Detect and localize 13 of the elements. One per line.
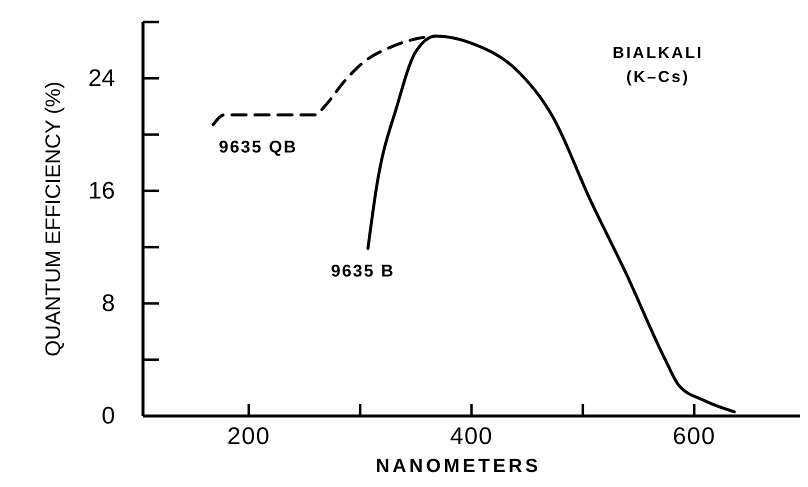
series-label: 9635 QB (218, 138, 298, 157)
series-label: 9635 B (331, 262, 395, 281)
x-axis-title: NANOMETERS (376, 456, 541, 477)
x-tick-label: 200 (227, 423, 270, 450)
x-tick-label: 400 (450, 423, 494, 450)
y-tick-label: 24 (88, 64, 115, 92)
y-axis-title: QUANTUM EFFICIENCY (%) (42, 82, 65, 356)
y-tick-label: 0 (102, 402, 115, 430)
y-tick-label: 8 (102, 290, 115, 318)
annotation: (K–Cs) (626, 69, 690, 86)
y-tick-label: 16 (88, 178, 115, 205)
annotation: BIALKALI (612, 45, 704, 62)
x-tick-label: 600 (672, 423, 716, 450)
